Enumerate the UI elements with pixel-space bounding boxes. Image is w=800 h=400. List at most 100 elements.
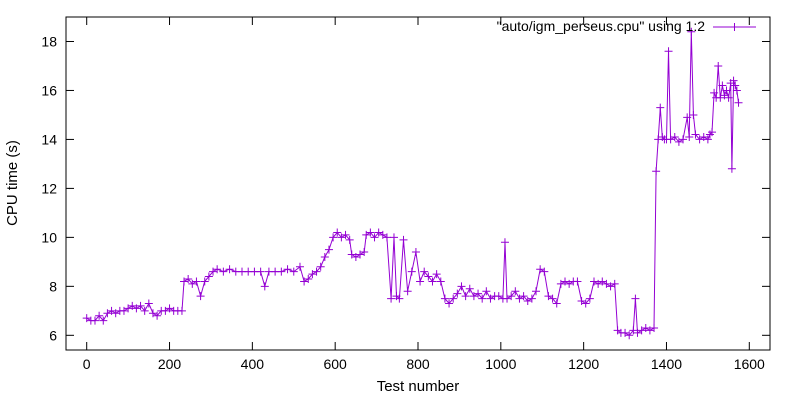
data-point (637, 326, 646, 335)
data-point (581, 299, 590, 308)
data-point (625, 331, 634, 340)
y-tick-label: 12 (41, 180, 57, 196)
data-point (670, 132, 679, 141)
data-point (374, 228, 383, 237)
x-tick-label: 0 (83, 356, 91, 372)
data-point (461, 292, 470, 301)
legend-label: "auto/igm_perseus.cpu" using 1:2 (497, 18, 706, 34)
data-point (590, 277, 598, 286)
x-tick-label: 200 (158, 356, 182, 372)
data-point (606, 282, 615, 291)
data-point (511, 287, 520, 296)
data-point (333, 228, 342, 237)
data-point (453, 289, 462, 298)
data-point (724, 93, 733, 102)
data-point (225, 265, 234, 274)
data-point (180, 277, 189, 286)
x-tick-label: 1400 (651, 356, 682, 372)
data-point (633, 328, 642, 337)
data-point (507, 292, 516, 301)
data-point (99, 316, 108, 325)
data-point (111, 309, 120, 318)
data-point (650, 323, 659, 332)
x-tick-label: 1000 (485, 356, 516, 372)
data-point (598, 277, 607, 286)
x-tick-label: 1200 (568, 356, 599, 372)
y-axis: 6 8 10 12 14 16 18 (41, 33, 770, 343)
data-point (732, 86, 741, 95)
data-point (469, 292, 478, 301)
x-tick-label: 1600 (734, 356, 765, 372)
data-point (561, 277, 570, 286)
data-point (695, 135, 704, 144)
y-tick-label: 10 (41, 229, 57, 245)
data-point (500, 238, 509, 247)
data-point (295, 262, 304, 271)
x-axis-label: Test number (377, 378, 460, 395)
data-point (445, 299, 454, 308)
data-point (200, 277, 209, 286)
y-tick-label: 14 (41, 131, 57, 147)
data-point (540, 267, 549, 276)
data-point (387, 294, 396, 303)
data-point (515, 294, 524, 303)
data-point (161, 306, 170, 315)
y-tick-label: 16 (41, 82, 57, 98)
data-point (347, 250, 356, 259)
data-point (544, 292, 553, 301)
data-point (729, 76, 738, 85)
data-point (132, 304, 141, 313)
data-point (345, 235, 354, 244)
y-tick-label: 6 (49, 327, 57, 343)
y-tick-label: 8 (49, 278, 57, 294)
data-point (734, 98, 743, 107)
legend-marker (730, 23, 739, 31)
data-point (486, 294, 495, 303)
data-point (683, 113, 692, 122)
data-point (399, 235, 408, 244)
data-point (188, 279, 197, 288)
data-point (407, 267, 416, 276)
data-point (320, 252, 329, 261)
data-point (362, 230, 371, 239)
data-point (465, 284, 474, 293)
data-point (213, 265, 222, 274)
data-point (449, 294, 458, 303)
data-point (428, 277, 437, 286)
data-point (685, 132, 694, 141)
data-point (103, 309, 112, 318)
legend: "auto/igm_perseus.cpu" using 1:2 (497, 18, 756, 34)
data-point (304, 274, 313, 283)
data-point (209, 267, 218, 276)
data-point (382, 233, 391, 242)
data-point (691, 130, 700, 139)
data-point (573, 277, 582, 286)
data-point (416, 277, 425, 286)
data-point (192, 277, 201, 286)
data-point (351, 252, 360, 261)
data-point (565, 279, 574, 288)
data-point (718, 81, 727, 90)
data-point (256, 267, 265, 276)
data-point (656, 103, 665, 112)
data-point (107, 306, 116, 315)
data-point (494, 292, 503, 301)
data-point (90, 316, 99, 325)
data-point (536, 265, 545, 274)
y-tick-label: 18 (41, 33, 57, 49)
data-point (144, 299, 153, 308)
data-point (289, 267, 298, 276)
data-point (389, 233, 398, 242)
data-point (585, 294, 594, 303)
data-point (403, 287, 412, 296)
data-point (503, 294, 512, 303)
data-point (153, 311, 162, 320)
data-point (356, 250, 365, 259)
data-point (136, 301, 145, 310)
data-point (727, 164, 736, 173)
data-point (552, 299, 561, 308)
data-point (184, 274, 193, 283)
data-point (300, 277, 309, 286)
data-point (420, 267, 429, 276)
